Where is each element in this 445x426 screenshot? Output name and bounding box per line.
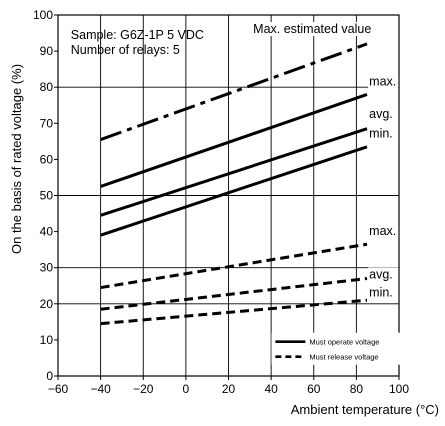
y-tick-label: 50: [40, 189, 54, 203]
y-tick-label: 70: [40, 116, 54, 130]
series-line: [101, 44, 367, 140]
annotation-label: Max. estimated value: [253, 22, 371, 36]
annotation-label: min.: [369, 127, 393, 141]
y-tick-label: 60: [40, 152, 54, 166]
series-line: [101, 244, 367, 287]
legend-label: Must operate voltage: [309, 338, 379, 347]
annotation-label: min.: [369, 286, 393, 300]
annotation-label: max.: [369, 74, 396, 88]
x-axis-label: Ambient temperature (°C): [291, 402, 439, 417]
annotation-label: avg.: [369, 107, 393, 121]
x-tick-label: −20: [133, 382, 154, 396]
annotation-label: max.: [369, 224, 396, 238]
y-tick-label: 30: [40, 261, 54, 275]
x-tick-label: 100: [389, 382, 409, 396]
sample-note: Sample: G6Z-1P 5 VDC: [71, 28, 204, 42]
y-tick-label: 80: [40, 80, 54, 94]
x-tick-label: 60: [307, 382, 321, 396]
axes: [54, 15, 399, 380]
legend-label: Must release voltage: [309, 353, 378, 362]
x-tick-label: 0: [183, 382, 190, 396]
x-tick-label: 40: [264, 382, 278, 396]
x-tick-label: −40: [90, 382, 111, 396]
y-tick-label: 90: [40, 44, 54, 58]
annotation-label: avg.: [369, 268, 393, 282]
y-tick-label: 20: [40, 297, 54, 311]
x-tick-label: 20: [222, 382, 236, 396]
series-line: [101, 147, 367, 235]
y-tick-label: 40: [40, 225, 54, 239]
x-tick-label: 80: [350, 382, 364, 396]
series-group: [101, 44, 367, 324]
y-tick-label: 10: [40, 333, 54, 347]
x-tick-label: −60: [48, 382, 69, 396]
y-tick-label: 100: [33, 8, 53, 22]
y-tick-label: 0: [46, 369, 53, 383]
legend: Must operate voltage Must release voltage: [271, 333, 440, 365]
sample-note: Number of relays: 5: [71, 43, 180, 57]
y-axis-label: On the basis of rated voltage (%): [9, 64, 24, 254]
